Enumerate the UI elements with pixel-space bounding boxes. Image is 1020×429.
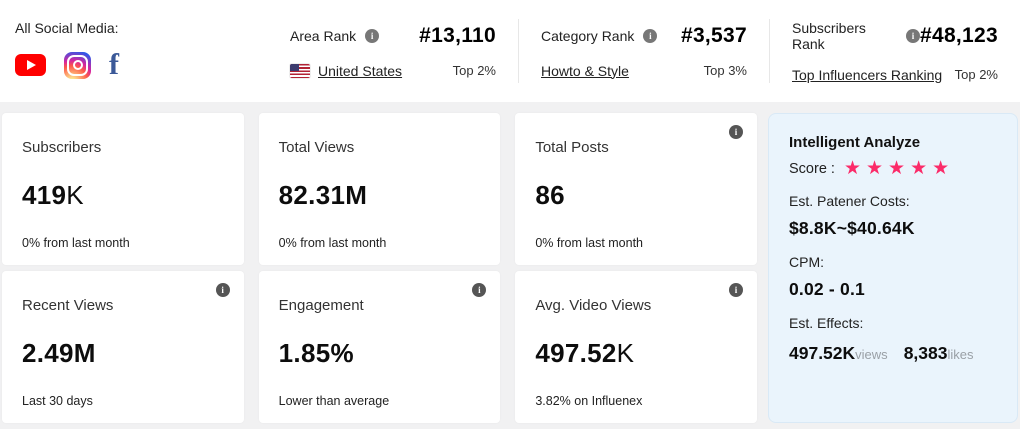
star-icon: ★ (910, 158, 933, 179)
area-rank-link[interactable]: United States (290, 63, 402, 79)
engagement-card: Engagement 1.85% Lower than average (258, 271, 501, 423)
star-icon: ★ (865, 158, 889, 179)
est-effects-row: 497.52K views 8,383 likes (789, 343, 997, 364)
category-rank-block: Category Rank #3,537 Howto & Style Top 3… (519, 0, 769, 102)
area-rank-block: Area Rank #13,110 United States Top 2% (268, 0, 518, 102)
area-rank-percent: Top 2% (452, 63, 496, 78)
card-value: 419K (22, 180, 224, 211)
est-effects-label: Est. Effects: (789, 315, 864, 331)
area-rank-value: #13,110 (419, 23, 496, 47)
info-icon[interactable] (729, 283, 743, 297)
score-stars: ★★★★★ (844, 159, 954, 178)
subscribers-rank-label: Subscribers Rank (792, 20, 920, 52)
subscribers-rank-block: Subscribers Rank #48,123 Top Influencers… (770, 0, 1020, 102)
area-rank-label-text: Area Rank (290, 27, 357, 44)
info-icon[interactable] (643, 28, 658, 43)
card-subtext: 3.82% on Influenex (535, 394, 643, 408)
card-subtext: 0% from last month (535, 236, 644, 250)
category-rank-label: Category Rank (541, 27, 658, 44)
stat-cards-grid: Subscribers 419K 0% from last month Tota… (2, 113, 757, 423)
category-rank-value: #3,537 (680, 23, 747, 47)
info-icon[interactable] (365, 28, 380, 43)
card-subtext: Lower than average (278, 394, 390, 408)
score-row: Score : ★★★★★ (789, 159, 997, 178)
total-posts-card: Total Posts 86 0% from last month (515, 113, 757, 265)
card-subtext: 0% from last month (22, 236, 130, 250)
area-rank-label: Area Rank (290, 27, 380, 44)
subscribers-rank-percent: Top 2% (954, 67, 998, 82)
cpm-value: 0.02 - 0.1 (789, 279, 865, 299)
card-title: Engagement (278, 297, 364, 314)
card-subtext: Last 30 days (22, 394, 93, 408)
category-rank-link-text: Howto & Style (541, 62, 629, 79)
card-value: 1.85% (279, 338, 481, 369)
card-subtext: 0% from last month (278, 236, 387, 250)
value-number: 2.49M (22, 338, 96, 368)
subscribers-card: Subscribers 419K 0% from last month (2, 113, 244, 265)
star-icon: ★ (932, 158, 955, 179)
category-rank-link[interactable]: Howto & Style (541, 63, 629, 79)
card-title: Subscribers (22, 139, 102, 156)
instagram-icon[interactable] (64, 51, 91, 79)
total-views-card: Total Views 82.31M 0% from last month (258, 113, 501, 265)
subscribers-rank-label-text: Subscribers Rank (792, 19, 866, 52)
youtube-icon[interactable] (15, 54, 46, 76)
info-icon[interactable] (472, 283, 487, 297)
est-costs-label: Est. Patener Costs: (789, 193, 910, 209)
recent-views-card: Recent Views 2.49M Last 30 days (2, 271, 244, 423)
card-value: 86 (535, 180, 737, 211)
info-icon[interactable] (215, 283, 230, 297)
card-title: Recent Views (22, 297, 114, 314)
star-icon: ★ (843, 158, 866, 179)
social-media-block: All Social Media: f (0, 0, 268, 102)
card-value: 2.49M (22, 338, 224, 369)
category-rank-label-text: Category Rank (541, 27, 635, 44)
category-rank-percent: Top 3% (703, 63, 747, 78)
subscribers-rank-value: #48,123 (919, 23, 998, 47)
area-rank-link-text: United States (318, 62, 403, 79)
card-title: Avg. Video Views (535, 297, 652, 314)
score-label: Score : (789, 160, 835, 177)
divider (769, 19, 770, 83)
subscribers-rank-link[interactable]: Top Influencers Ranking (792, 67, 942, 83)
value-number: 497.52 (535, 338, 617, 368)
card-value: 82.31M (279, 180, 481, 211)
value-suffix: K (66, 180, 84, 210)
info-icon[interactable] (729, 125, 743, 139)
card-value: 497.52K (535, 338, 737, 369)
likes-value: 8,383 (903, 343, 948, 363)
value-number: 419 (22, 180, 67, 210)
value-number: 1.85% (278, 338, 354, 368)
divider (518, 19, 519, 83)
likes-unit: likes (947, 347, 974, 362)
facebook-icon[interactable]: f (109, 48, 119, 81)
est-costs-value: $8.8K~$40.64K (789, 218, 915, 238)
stats-area: Subscribers 419K 0% from last month Tota… (0, 102, 1020, 423)
analyze-title: Intelligent Analyze (789, 134, 921, 151)
intelligent-analyze-panel: Intelligent Analyze Score : ★★★★★ Est. P… (768, 113, 1018, 423)
cpm-label: CPM: (789, 254, 824, 270)
top-bar: All Social Media: f Area Rank #13,110 Un… (0, 0, 1020, 102)
social-icons-row: f (15, 50, 268, 80)
info-icon[interactable] (905, 28, 920, 43)
value-number: 86 (535, 180, 565, 210)
value-suffix: K (616, 338, 635, 368)
avg-video-views-card: Avg. Video Views 497.52K 3.82% on Influe… (515, 271, 757, 423)
card-title: Total Views (278, 139, 355, 156)
views-unit: views (855, 347, 888, 362)
all-social-media-label: All Social Media: (15, 20, 119, 36)
subscribers-rank-link-text: Top Influencers Ranking (792, 66, 943, 83)
card-title: Total Posts (535, 139, 609, 156)
views-value: 497.52K (789, 343, 856, 363)
star-icon: ★ (888, 158, 911, 179)
us-flag-icon (290, 63, 310, 78)
value-number: 82.31M (278, 180, 368, 210)
